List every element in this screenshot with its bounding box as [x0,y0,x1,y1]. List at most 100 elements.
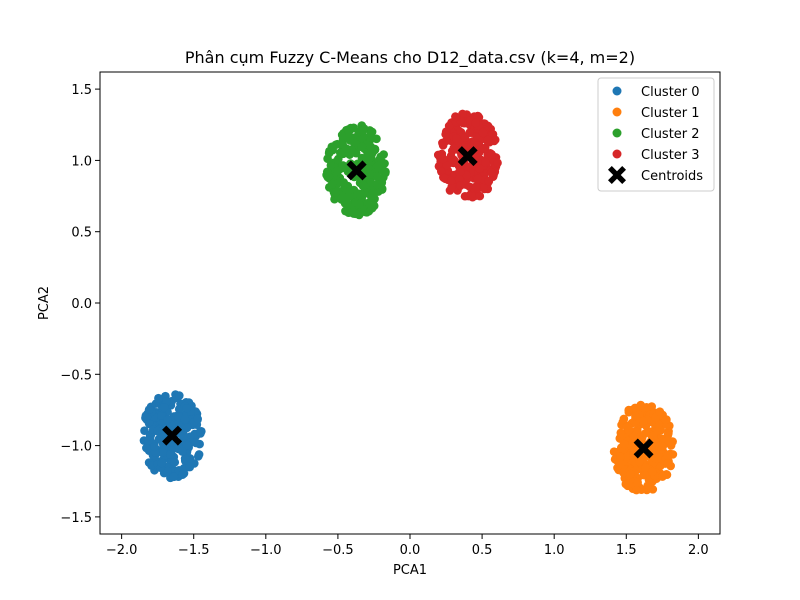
legend-item: Cluster 1 [612,106,700,121]
data-point [663,450,673,460]
legend-item: Cluster 2 [612,127,700,142]
data-point [668,437,677,446]
data-point [649,431,658,441]
centroid-marker [162,425,183,446]
data-point [619,414,629,424]
data-point [446,176,456,186]
data-point [661,415,671,425]
data-point [633,478,642,487]
x-tick-label: 1.5 [616,543,637,558]
data-point [358,126,368,135]
data-point [154,434,164,444]
legend-label: Centroids [641,169,703,184]
data-point [175,391,184,400]
data-point [484,176,494,186]
data-point [449,143,459,153]
data-point [144,436,153,445]
centroid-marker [346,160,367,181]
data-point [465,128,474,137]
data-point [331,188,340,197]
data-point [616,452,625,462]
data-point [452,133,461,143]
x-tick-label: −0.5 [322,543,354,558]
data-point [150,442,159,452]
data-point [483,135,493,145]
data-point [376,152,385,162]
data-point [182,403,191,413]
data-point [153,426,162,436]
data-point [381,167,390,176]
y-tick-label: 0.0 [71,297,92,312]
data-point [462,170,472,180]
data-point [479,183,488,192]
data-point [166,450,175,459]
data-point [619,439,629,449]
data-point [180,414,190,424]
data-point [144,418,154,428]
data-point [357,142,367,152]
x-tick-label: 1.0 [544,543,565,558]
data-point [147,461,156,470]
data-point [488,129,498,139]
legend-item: Cluster 3 [612,148,700,163]
data-point [456,181,465,190]
data-point [182,440,192,450]
data-point [479,144,489,154]
data-point [639,416,648,426]
data-point [635,457,645,466]
data-point [159,403,169,412]
data-point [355,200,364,209]
data-point [647,467,657,476]
data-point [157,411,166,420]
legend-box [597,77,715,192]
data-point [626,469,635,479]
legend-label: Cluster 2 [641,127,700,142]
data-point [368,188,378,198]
data-point [451,112,460,121]
x-tick-label: 2.0 [688,543,709,558]
data-point [366,142,376,151]
data-point [475,191,485,201]
data-point [486,168,496,177]
y-tick-label: 1.5 [71,83,92,98]
data-point [196,428,205,437]
data-point [438,141,448,150]
legend-marker [612,128,622,138]
data-point [142,443,151,453]
data-point [473,174,483,184]
data-point [624,426,634,435]
data-point [178,447,187,456]
data-point [658,442,668,451]
data-point [643,481,652,490]
series-3 [433,109,502,202]
data-point [180,454,190,463]
data-point [440,173,449,183]
plot-area [139,109,678,495]
data-point [372,172,382,181]
data-point [322,167,332,177]
centroids [162,146,654,459]
data-point [342,144,351,153]
y-tick-label: −1.0 [60,440,92,455]
data-point [663,459,672,468]
data-point [185,462,195,472]
data-point [367,127,377,137]
data-point [626,441,636,450]
data-point [478,128,488,138]
data-point [616,428,626,438]
series-2 [322,121,390,220]
data-point [487,149,496,159]
data-point [162,466,172,476]
data-point [624,405,634,415]
legend-centroid-marker [608,166,626,184]
data-point [493,158,502,168]
x-tick-label: −1.5 [178,543,210,558]
data-point [473,141,482,150]
data-point [157,448,167,457]
legend-marker [612,107,622,117]
data-point [454,174,464,184]
legend-label: Cluster 0 [641,85,700,100]
data-point [652,454,662,464]
series-1 [609,400,678,495]
